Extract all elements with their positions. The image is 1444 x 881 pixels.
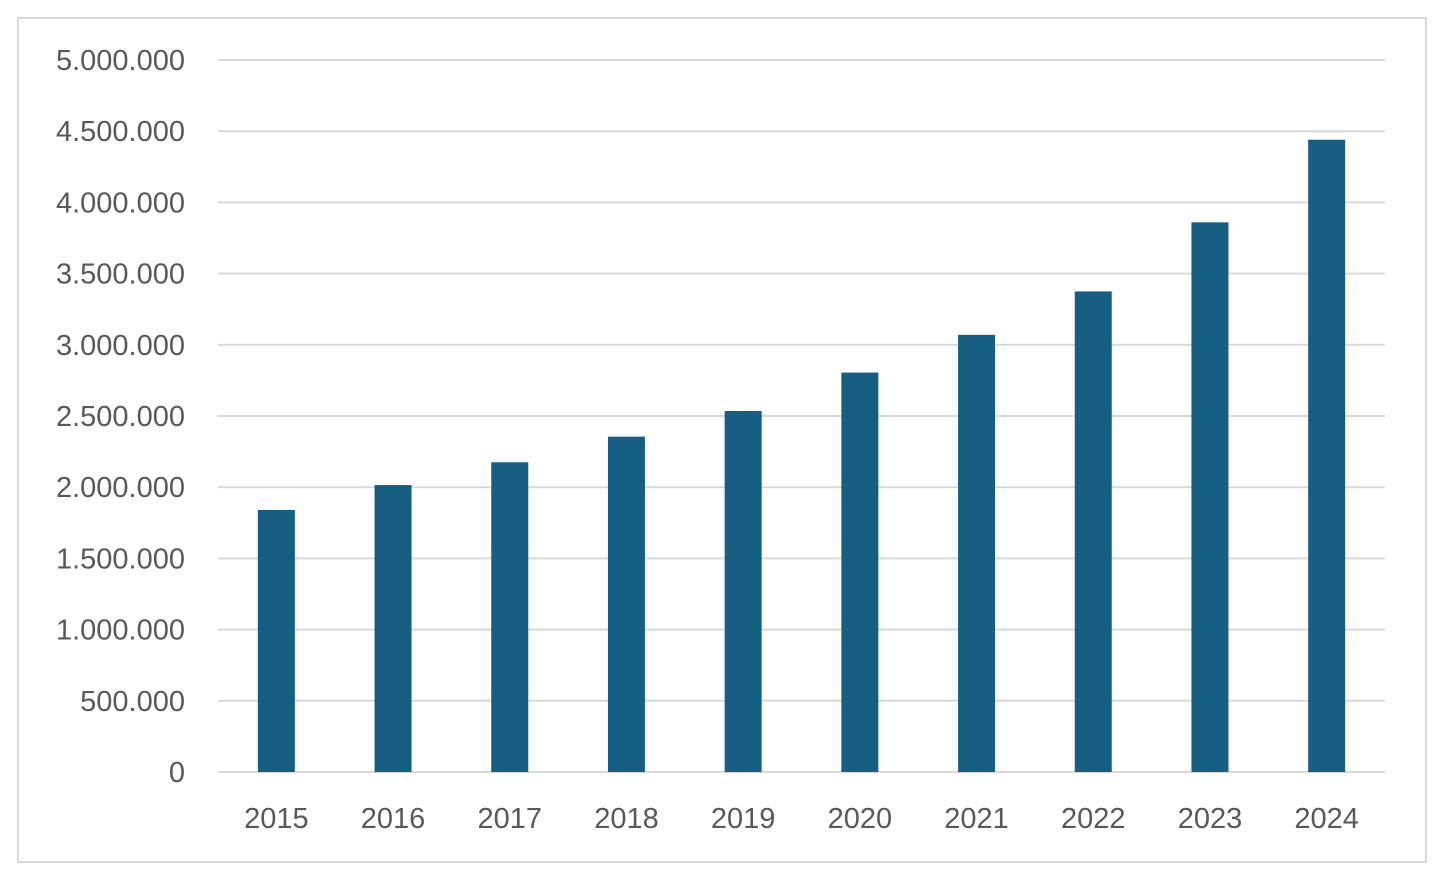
y-tick-label: 4.000.000 xyxy=(56,187,185,219)
y-tick-label: 2.500.000 xyxy=(56,401,185,433)
bar-2023 xyxy=(1191,222,1229,772)
bar-2018 xyxy=(607,436,645,772)
y-tick-label: 1.000.000 xyxy=(56,615,185,647)
y-axis-tick-labels: 0 500.000 1.000.000 1.500.000 2.000.000 2.500… xyxy=(56,45,185,789)
bar-2020 xyxy=(841,372,879,772)
x-tick-label: 2018 xyxy=(594,803,659,835)
y-tick-label: 0 xyxy=(169,757,185,789)
bar-2021 xyxy=(958,334,996,772)
y-tick-label: 3.000.000 xyxy=(56,330,185,362)
y-tick-label: 500.000 xyxy=(80,686,185,718)
x-tick-label: 2021 xyxy=(944,803,1009,835)
gridlines xyxy=(218,59,1385,773)
y-tick-label: 1.500.000 xyxy=(56,543,185,575)
x-tick-label: 2022 xyxy=(1061,803,1126,835)
bar-2024 xyxy=(1308,139,1346,772)
bar-2022 xyxy=(1074,291,1112,772)
x-tick-label: 2024 xyxy=(1294,803,1359,835)
x-tick-label: 2019 xyxy=(711,803,776,835)
x-tick-label: 2016 xyxy=(361,803,426,835)
x-tick-label: 2015 xyxy=(244,803,309,835)
y-tick-label: 5.000.000 xyxy=(56,45,185,77)
y-tick-label: 2.000.000 xyxy=(56,472,185,504)
x-tick-label: 2020 xyxy=(828,803,893,835)
x-tick-label: 2017 xyxy=(477,803,542,835)
bars xyxy=(257,139,1346,772)
y-tick-label: 4.500.000 xyxy=(56,116,185,148)
y-tick-label: 3.500.000 xyxy=(56,259,185,291)
bar-2017 xyxy=(491,462,529,772)
bar-2019 xyxy=(724,411,762,772)
bar-2016 xyxy=(374,485,412,772)
x-axis-tick-labels: 2015 2016 2017 2018 2019 2020 2021 2022 2023 2024 xyxy=(244,803,1359,835)
bar-2015 xyxy=(257,509,295,772)
x-tick-label: 2023 xyxy=(1178,803,1243,835)
